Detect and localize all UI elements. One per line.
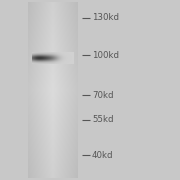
Text: 130kd: 130kd bbox=[92, 14, 119, 22]
Text: 55kd: 55kd bbox=[92, 116, 114, 125]
Text: 70kd: 70kd bbox=[92, 91, 114, 100]
Text: 40kd: 40kd bbox=[92, 150, 114, 159]
Text: 100kd: 100kd bbox=[92, 51, 119, 60]
